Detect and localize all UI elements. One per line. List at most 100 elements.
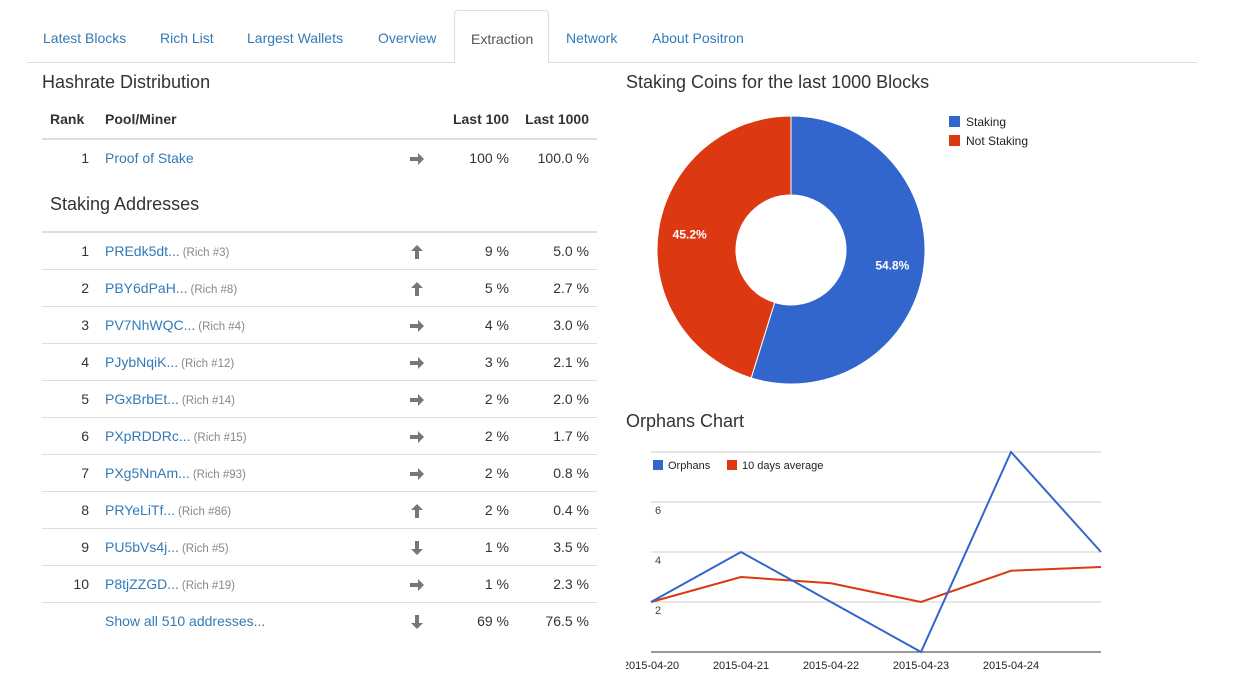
down-arrow-icon <box>392 528 442 566</box>
address-link[interactable]: PXpRDDRc... <box>105 428 191 444</box>
hashrate-table: Rank Pool/Miner Last 100 Last 1000 1 Proo… <box>42 100 597 176</box>
last-1000-cell: 0.4 % <box>517 491 597 529</box>
tab-network[interactable]: Network <box>566 30 618 46</box>
address-link[interactable]: P8tjZZGD... <box>105 576 179 592</box>
rank-cell: 3 <box>42 306 97 344</box>
rank-cell: 1 <box>81 150 89 166</box>
last-1000-cell: 2.7 % <box>517 269 597 307</box>
staking-row: 9 PU5bVs4j... (Rich #5) 1 % 3.5 % <box>42 528 597 566</box>
tab-extraction[interactable]: Extraction <box>454 10 549 63</box>
rank-cell: 7 <box>42 454 97 492</box>
last-100-cell: 3 % <box>442 343 517 381</box>
address-link[interactable]: PRYeLiTf... <box>105 502 176 518</box>
rank-cell <box>42 602 97 639</box>
name-cell: Show all 510 addresses... <box>97 602 392 639</box>
right-arrow-icon <box>392 343 442 381</box>
right-arrow-icon <box>392 565 442 603</box>
right-arrow-icon <box>392 417 442 455</box>
staking-row: 1 PREdk5dt... (Rich #3) 9 % 5.0 % <box>42 232 597 270</box>
tab-overview[interactable]: Overview <box>378 30 437 46</box>
address-link[interactable]: PGxBrbEt... <box>105 391 179 407</box>
address-link[interactable]: PBY6dPaH... <box>105 280 188 296</box>
last-1000-cell: 0.8 % <box>517 454 597 492</box>
name-cell: PXg5NnAm... (Rich #93) <box>97 454 392 492</box>
staking-title: Staking Addresses <box>50 194 200 214</box>
rich-rank-label: (Rich #8) <box>190 284 238 296</box>
last-100-cell: 2 % <box>442 380 517 418</box>
y-tick-label: 2 <box>655 605 661 617</box>
address-link[interactable]: PXg5NnAm... <box>105 465 190 481</box>
right-arrow-icon <box>392 380 442 418</box>
rich-rank-label: (Rich #4) <box>198 321 245 333</box>
rich-rank-label: (Rich #86) <box>178 506 232 518</box>
legend-label[interactable]: Orphans <box>668 460 711 472</box>
pie-chart-title: Staking Coins for the last 1000 Blocks <box>626 72 930 92</box>
pie-slice-staking[interactable] <box>750 115 926 385</box>
last-100-cell: 2 % <box>442 491 517 529</box>
up-arrow-icon <box>392 269 442 307</box>
tab-about-positron[interactable]: About Positron <box>652 30 744 46</box>
name-cell: PXpRDDRc... (Rich #15) <box>97 417 392 455</box>
last-100-cell: 69 % <box>442 602 517 639</box>
right-arrow-icon <box>392 454 442 492</box>
staking-rows: 1 PREdk5dt... (Rich #3) 9 % 5.0 % 2 PBY6dPaH..… <box>42 232 597 639</box>
rank-cell: 1 <box>81 243 89 259</box>
name-cell: PV7NhWQC... (Rich #4) <box>97 306 392 344</box>
col-trend <box>392 100 442 140</box>
rich-rank-label: (Rich #19) <box>181 580 235 592</box>
up-arrow-icon <box>392 491 442 529</box>
col-last-1000: Last 1000 <box>517 100 597 140</box>
last-100-cell: 100 % <box>469 150 509 166</box>
tab-largest-wallets[interactable]: Largest Wallets <box>247 30 343 46</box>
legend-swatch <box>949 116 960 127</box>
rank-cell: 8 <box>42 491 97 529</box>
tab-latest-blocks[interactable]: Latest Blocks <box>43 30 127 46</box>
address-link[interactable]: PJybNqiK... <box>105 354 179 370</box>
name-cell: P8tjZZGD... (Rich #19) <box>97 565 392 603</box>
legend-swatch <box>653 460 663 470</box>
rank-cell: 10 <box>42 565 97 603</box>
name-cell: PJybNqiK... (Rich #12) <box>97 343 392 381</box>
show-all-addresses-link[interactable]: Show all 510 addresses... <box>105 613 266 629</box>
hashrate-title: Hashrate Distribution <box>42 72 211 92</box>
rank-cell: 5 <box>42 380 97 418</box>
legend-swatch <box>727 460 737 470</box>
rich-rank-label: (Rich #5) <box>181 543 229 555</box>
legend-label[interactable]: 10 days average <box>742 460 823 472</box>
hashrate-rows: 1 Proof of Stake 100 % 100.0 % <box>42 139 597 176</box>
x-tick-label: 2015-04-20 <box>626 660 679 672</box>
legend-label[interactable]: Staking <box>966 115 1006 129</box>
down-arrow-icon <box>392 602 442 639</box>
last-1000-cell: 3.5 % <box>517 528 597 566</box>
last-100-cell: 5 % <box>442 269 517 307</box>
name-cell: PRYeLiTf... (Rich #86) <box>97 491 392 529</box>
y-tick-label: 4 <box>655 555 661 567</box>
last-100-cell: 2 % <box>442 417 517 455</box>
name-cell: PGxBrbEt... (Rich #14) <box>97 380 392 418</box>
series-line-10-days-average[interactable] <box>650 566 1102 604</box>
pool-miner-link[interactable]: Proof of Stake <box>105 150 194 166</box>
address-link[interactable]: PV7NhWQC... <box>105 317 196 333</box>
last-1000-cell: 5.0 % <box>553 243 589 259</box>
col-pool-miner: Pool/Miner <box>97 100 392 140</box>
name-cell: PU5bVs4j... (Rich #5) <box>97 528 392 566</box>
col-last-100: Last 100 <box>442 100 517 140</box>
legend-swatch <box>949 135 960 146</box>
tab-rich-list[interactable]: Rich List <box>160 30 214 46</box>
right-arrow-icon <box>392 139 442 176</box>
pie-data-label: 54.8% <box>875 258 909 272</box>
pie-slice-not-staking[interactable] <box>656 115 792 379</box>
last-100-cell: 1 % <box>442 528 517 566</box>
rank-cell: 6 <box>42 417 97 455</box>
pie-data-label: 45.2% <box>673 228 707 242</box>
rich-rank-label: (Rich #12) <box>181 358 235 370</box>
legend-label[interactable]: Not Staking <box>966 134 1028 148</box>
address-link[interactable]: PU5bVs4j... <box>105 539 179 555</box>
x-tick-label: 2015-04-23 <box>893 660 949 672</box>
address-link[interactable]: PREdk5dt... <box>105 243 180 259</box>
x-tick-label: 2015-04-22 <box>803 660 859 672</box>
staking-row: 10 P8tjZZGD... (Rich #19) 1 % 2.3 % <box>42 565 597 603</box>
name-cell: PBY6dPaH... (Rich #8) <box>97 269 392 307</box>
series-line-orphans[interactable] <box>650 450 1102 654</box>
orphans-line-chart: 2 4 6 2015-04-20 2015-04-21 2015-04-22 2015-04… <box>626 450 1102 672</box>
